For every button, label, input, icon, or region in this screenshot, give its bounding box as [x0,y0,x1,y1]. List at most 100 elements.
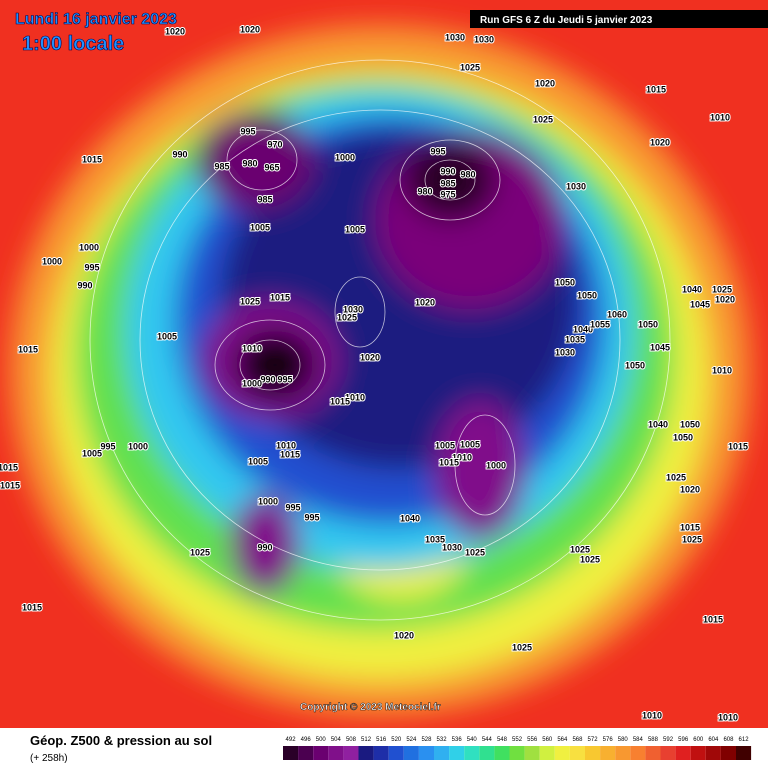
isobar-label: 1025 [666,472,686,482]
isobar-label: 1025 [712,284,732,294]
isobar-label: 1020 [394,630,414,640]
isobar-label: 1000 [128,441,148,451]
scale-label: 528 [421,737,432,743]
isobar-label: 1015 [270,292,290,302]
scale-label: 552 [512,737,523,743]
scale-label: 520 [391,737,402,743]
isobar-label: 1050 [577,290,597,300]
isobar-label: 1050 [638,319,658,329]
isobar-label: 1025 [682,534,702,544]
scale-label: 604 [708,737,719,743]
isobar-label: 1060 [607,309,627,319]
isobar-label: 1015 [680,522,700,532]
scale-label: 556 [527,737,538,743]
isobar-label: 1005 [250,222,270,232]
isobar-label: 1020 [680,484,700,494]
footer-title: Géop. Z500 & pression au sol [30,733,212,748]
isobar-label: 980 [242,158,257,168]
isobar-label: 1035 [425,534,445,544]
scale-label: 544 [482,737,493,743]
isobar-label: 1040 [573,324,593,334]
scale-label: 584 [633,737,644,743]
isobar-label: 1000 [42,256,62,266]
isobar-label: 995 [285,502,300,512]
isobar-label: 1015 [280,449,300,459]
scale-label: 512 [361,737,372,743]
isobar-label: 1015 [0,480,20,490]
isobar-label: 1005 [248,456,268,466]
scale-swatch [509,746,525,760]
isobar-label: 985 [257,194,272,204]
scale-swatch [554,746,570,760]
isobar-label: 1015 [646,84,666,94]
isobar-label: 1030 [442,542,462,552]
scale-label: 560 [542,737,553,743]
scale-swatch [690,746,706,760]
isobar-label: 965 [264,162,279,172]
scale-label: 596 [678,737,689,743]
scale-label: 508 [346,737,357,743]
isobar-label: 1015 [22,602,42,612]
scale-swatch [464,746,480,760]
scale-swatch [675,746,691,760]
scale-swatch [569,746,585,760]
isobar-label: 1005 [435,440,455,450]
scale-label: 504 [331,737,342,743]
isobar-label: 1005 [460,439,480,449]
isobar-label: 1050 [680,419,700,429]
isobar-label: 1025 [570,544,590,554]
isobar-label: 1010 [712,365,732,375]
isobar-label: 990 [172,149,187,159]
scale-label: 612 [739,737,750,743]
isobar-label: 995 [100,441,115,451]
isobar-label: 1030 [555,347,575,357]
isobar-label: 990 [77,280,92,290]
isobar-label: 1000 [486,460,506,470]
isobar-label: 1030 [445,32,465,42]
scale-label: 516 [376,737,387,743]
scale-swatch [298,746,314,760]
isobar-label: 1020 [650,137,670,147]
isobar-label: 1030 [343,304,363,314]
isobar-label: 1010 [642,710,662,720]
scale-swatch [630,746,646,760]
isobar-label: 980 [460,169,475,179]
isobar-label: 1020 [240,24,260,34]
isobar-label: 1025 [580,554,600,564]
isobar-label: 990 [440,166,455,176]
isobar-label: 1010 [345,392,365,402]
isobar-label: 1010 [242,343,262,353]
isobar-label: 1010 [710,112,730,122]
scale-swatch [705,746,721,760]
scale-label: 580 [618,737,629,743]
scale-swatch [418,746,434,760]
scale-label: 572 [588,737,599,743]
isobar-label: 1045 [650,342,670,352]
scale-label: 496 [301,737,312,743]
isobar-label: 1015 [82,154,102,164]
scale-swatch [449,746,465,760]
forecast-date: Lundi 16 janvier 2023 [15,11,177,28]
isobar-label: 985 [440,178,455,188]
isobar-label: 995 [430,146,445,156]
scale-swatch [600,746,616,760]
isobar-label: 1005 [345,224,365,234]
scale-swatch [283,746,299,760]
isobar-label: 990 [260,374,275,384]
isobar-label: 1005 [157,331,177,341]
isobar-label: 995 [277,374,292,384]
scale-swatch [343,746,359,760]
scale-swatch [479,746,495,760]
scale-swatch [585,746,601,760]
forecast-time: 1:00 locale [22,33,124,55]
isobar-label: 1020 [535,78,555,88]
isobar-label: 995 [304,512,319,522]
isobar-label: 1020 [360,352,380,362]
scale-swatch [434,746,450,760]
footer-subtitle: (+ 258h) [30,753,68,764]
isobar-label: 995 [84,262,99,272]
scale-label: 540 [467,737,478,743]
isobar-label: 1040 [400,513,420,523]
isobar-label: 1020 [715,294,735,304]
